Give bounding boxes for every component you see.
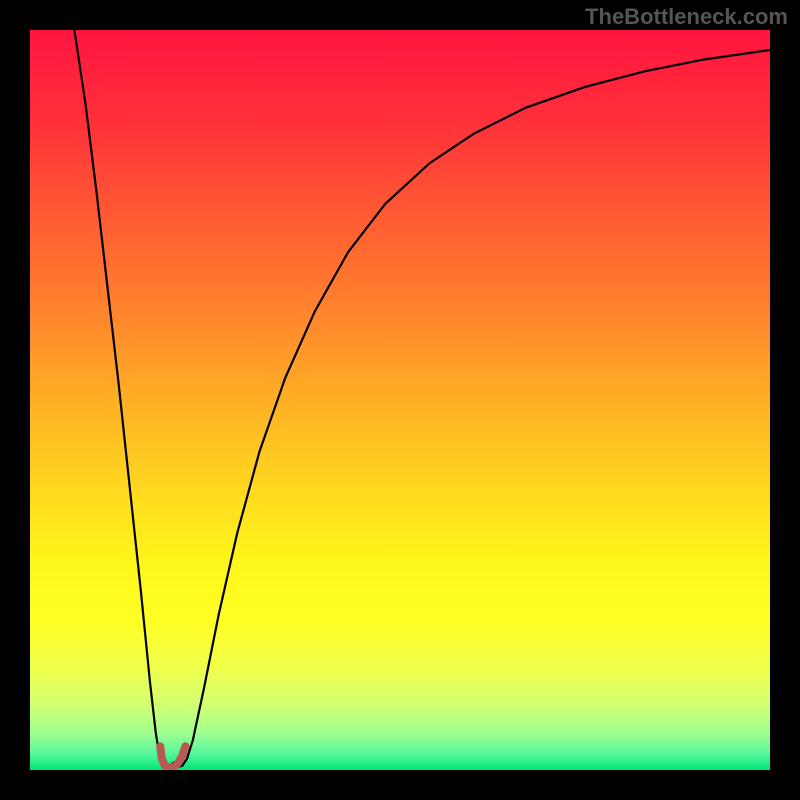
watermark-text: TheBottleneck.com	[585, 4, 788, 30]
curve-layer	[30, 30, 770, 770]
plot-area	[30, 30, 770, 770]
chart-frame: TheBottleneck.com	[0, 0, 800, 800]
minimum-marker	[160, 746, 185, 767]
bottleneck-curve	[74, 30, 770, 768]
